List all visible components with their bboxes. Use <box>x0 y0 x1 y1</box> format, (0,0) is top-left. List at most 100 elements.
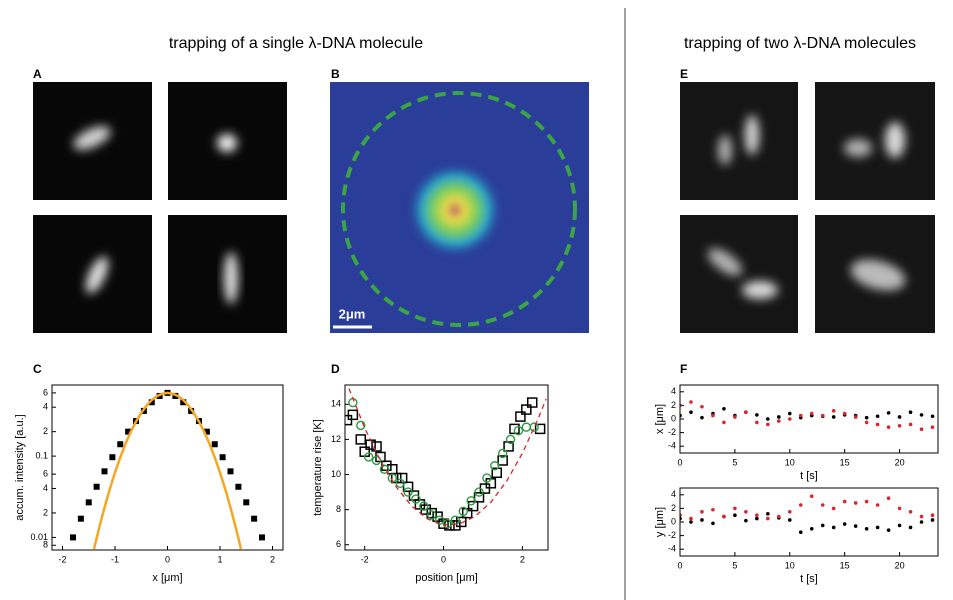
data-point <box>798 530 803 534</box>
data-point <box>831 525 836 530</box>
data-point <box>700 518 704 522</box>
data-point <box>722 514 726 519</box>
data-point <box>403 487 413 497</box>
y-tick-label: -4 <box>668 544 676 554</box>
data-point <box>515 411 526 422</box>
x-tick-label: 0 <box>677 560 682 570</box>
data-point <box>711 507 715 512</box>
data-point <box>930 425 935 429</box>
data-point <box>227 468 234 475</box>
data-point <box>450 515 461 525</box>
data-point <box>919 413 924 417</box>
data-point <box>798 503 803 507</box>
data-point <box>466 496 476 506</box>
plot-area <box>70 389 265 550</box>
data-point <box>411 494 421 504</box>
data-point <box>919 427 924 432</box>
data-point <box>93 483 100 490</box>
data-point <box>777 419 781 423</box>
x-tick-label: 0 <box>165 554 170 564</box>
data-point <box>700 510 704 514</box>
data-point <box>744 518 748 523</box>
data-point <box>251 515 258 522</box>
data-point <box>733 513 737 517</box>
plot-area <box>680 400 935 432</box>
microscopy-image <box>168 82 287 200</box>
data-point <box>356 420 366 431</box>
y-tick-label: 8 <box>336 504 341 514</box>
x-axis-label: position [μm] <box>415 572 478 584</box>
x-tick-label: 10 <box>785 560 795 570</box>
data-point <box>809 411 814 416</box>
y-tick-label: 6 <box>336 539 341 549</box>
y-tick-label: 2 <box>671 503 676 513</box>
data-point <box>689 410 693 415</box>
data-point <box>886 425 891 429</box>
y-tick-label: -2 <box>668 530 676 540</box>
data-point <box>219 454 226 461</box>
plot-frame <box>679 384 939 454</box>
data-point <box>700 404 704 409</box>
microscopy-image <box>33 215 152 333</box>
y-tick-label: 6 <box>43 469 48 479</box>
data-point <box>474 487 484 497</box>
data-point <box>85 499 92 506</box>
y-axis-label: y [μm] <box>654 507 666 537</box>
data-point <box>689 400 693 404</box>
microscopy-image <box>815 215 935 333</box>
data-point <box>864 499 869 504</box>
panel-label: D <box>331 362 340 376</box>
data-point <box>864 420 869 425</box>
data-point <box>402 481 414 493</box>
microscopy-image <box>680 215 798 333</box>
data-point <box>77 515 84 522</box>
data-point <box>755 413 759 417</box>
data-point <box>766 417 770 421</box>
data-point <box>809 494 814 498</box>
data-point <box>490 461 500 471</box>
data-point <box>886 528 891 532</box>
data-point <box>722 407 726 411</box>
data-point <box>842 411 847 416</box>
x-tick-label: 5 <box>732 457 737 467</box>
data-point <box>509 423 520 435</box>
data-point <box>853 415 858 419</box>
data-point <box>497 455 508 466</box>
data-point <box>345 414 353 426</box>
plot-area <box>345 388 547 531</box>
data-point <box>766 422 770 427</box>
scale-bar-label: 2μm <box>339 306 366 321</box>
data-point <box>820 503 825 507</box>
y-axis-label: x [μm] <box>654 404 666 434</box>
data-point <box>787 417 792 421</box>
data-point <box>908 410 913 415</box>
y-tick-label: 2 <box>671 400 676 410</box>
data-point <box>831 506 836 511</box>
x-tick-label: -2 <box>361 554 369 564</box>
data-point <box>689 520 693 524</box>
data-point <box>235 483 242 490</box>
heading: trapping of a single λ-DNA molecule <box>169 35 423 52</box>
data-point <box>109 454 116 461</box>
data-point <box>864 527 869 531</box>
panel-label: A <box>33 67 42 81</box>
x-tick-label: 5 <box>732 560 737 570</box>
data-point <box>371 455 382 466</box>
data-point <box>831 415 836 419</box>
data-point <box>526 397 538 408</box>
fit-line <box>92 391 243 550</box>
heading: trapping of two λ-DNA molecules <box>684 35 916 52</box>
x-tick-label: 2 <box>270 554 275 564</box>
x-tick-label: 20 <box>895 457 905 467</box>
chart: 0 5 10 15 20 -4 -2 0 2 4 t [s] y [μm] <box>654 487 939 585</box>
data-point <box>497 448 508 459</box>
data-point <box>243 499 250 506</box>
data-point <box>744 510 748 514</box>
microscopy-image <box>815 82 935 200</box>
data-point <box>396 472 408 484</box>
data-point <box>521 404 532 415</box>
data-point <box>897 523 902 528</box>
data-point <box>461 507 473 519</box>
x-tick-label: 15 <box>840 457 850 467</box>
